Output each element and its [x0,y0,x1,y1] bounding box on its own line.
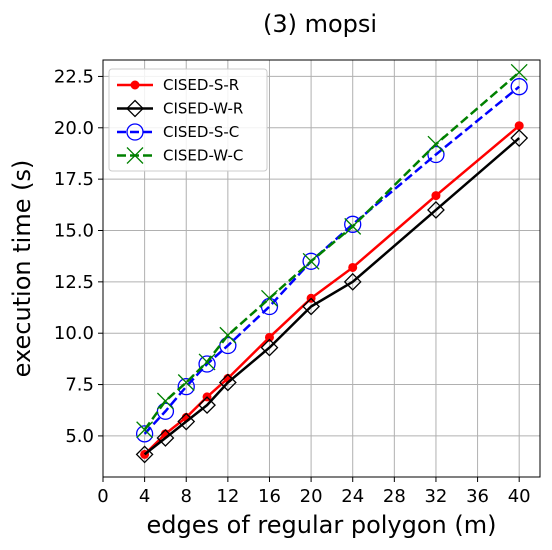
data-point-cised-w-r [302,297,321,316]
y-tick-label: 17.5 [54,169,94,190]
series-cised-w-r [135,129,529,464]
x-tick-label: 4 [139,486,150,507]
y-tick-label: 15.0 [54,220,94,241]
data-point-cised-w-r [177,412,196,431]
x-tick-label: 12 [216,486,239,507]
legend-label: CISED-W-C [163,147,243,165]
y-tick-label: 7.5 [65,375,94,396]
data-point-cised-w-r [427,201,445,219]
data-point-cised-s-r [514,121,524,131]
y-axis-label: execution time (s) [8,160,36,378]
series-line-cised-s-c [143,85,520,435]
data-point-cised-s-r [431,191,441,201]
series-cised-s-r [140,121,524,459]
legend-label: CISED-S-C [163,123,239,141]
data-point-cised-w-r [198,396,216,415]
x-tick-label: 16 [258,486,281,507]
x-tick-label: 0 [97,486,108,507]
legend-box [108,68,268,172]
data-point-cised-s-c [219,336,237,355]
legend-item-cised-s-r: CISED-S-R [117,76,239,94]
data-point-cised-w-c [177,374,195,391]
data-point-cised-w-c [156,392,174,410]
data-point-cised-s-c [198,355,216,373]
legend-label: CISED-W-R [163,100,243,118]
data-point-cised-w-c [344,217,362,235]
data-point-cised-w-c [136,421,154,439]
y-tick-label: 10.0 [54,323,94,344]
data-point-cised-s-c [156,402,175,420]
data-point-cised-w-r [218,373,237,392]
x-tick-label: 20 [300,486,323,507]
data-point-cised-s-c [302,252,320,270]
legend-item-cised-s-c: CISED-S-C [117,123,239,141]
data-point-cised-s-r [264,332,274,342]
data-point-cised-s-c [135,425,154,443]
legend-marker [126,123,144,141]
x-tick-label: 8 [181,486,192,507]
data-point-cised-w-r [343,272,362,291]
data-point-cised-s-c [177,377,195,396]
data-point-cised-s-r [348,262,358,272]
data-point-cised-w-r [135,445,154,464]
tick-layer: 0 4 8 12 16 20 24 28 32 36 40 5.0 7.5 10.0 12.5 15.0 17.… [54,66,531,507]
y-tick-label: 12.5 [54,272,94,293]
legend-marker [130,80,140,90]
data-point-cised-w-r [510,129,529,147]
data-point-cised-w-c [198,353,216,371]
y-tick-label: 5.0 [65,426,94,447]
chart-title: (3) mopsi [263,10,377,38]
x-tick-label: 28 [383,486,406,507]
data-point-cised-s-c [510,78,528,96]
legend-label: CISED-S-R [163,76,239,94]
y-tick-label: 20.0 [54,118,94,139]
legend-item-cised-w-r: CISED-W-R [117,100,243,118]
data-point-cised-w-c [510,63,528,81]
y-tick-label: 22.5 [54,66,94,87]
data-point-cised-w-r [156,429,175,447]
series-line-cised-s-r [143,124,520,456]
x-axis-label: edges of regular polygon (m) [147,511,497,539]
series-cised-w-c [136,63,528,439]
data-point-cised-w-c [219,326,237,344]
data-point-cised-s-c [344,215,362,233]
data-point-cised-s-c [427,145,445,164]
data-point-cised-w-r [260,338,279,357]
series-line-cised-w-r [143,137,521,456]
plot-frame [102,59,541,478]
x-tick-label: 36 [466,486,489,507]
data-point-cised-w-c [302,252,320,270]
legend: CISED-S-R CISED-W-R CISED-S-C CISED-W-C [108,68,268,172]
x-tick-label: 24 [341,486,364,507]
data-point-cised-w-c [261,289,278,307]
legend-item-cised-w-c: CISED-W-C [117,147,243,165]
legend-marker [126,147,144,164]
series-cised-s-c [135,78,528,443]
series-layer [135,63,529,464]
legend-marker [126,99,144,118]
x-tick-label: 40 [508,486,531,507]
data-point-cised-w-c [427,135,445,153]
x-tick-label: 32 [424,486,447,507]
